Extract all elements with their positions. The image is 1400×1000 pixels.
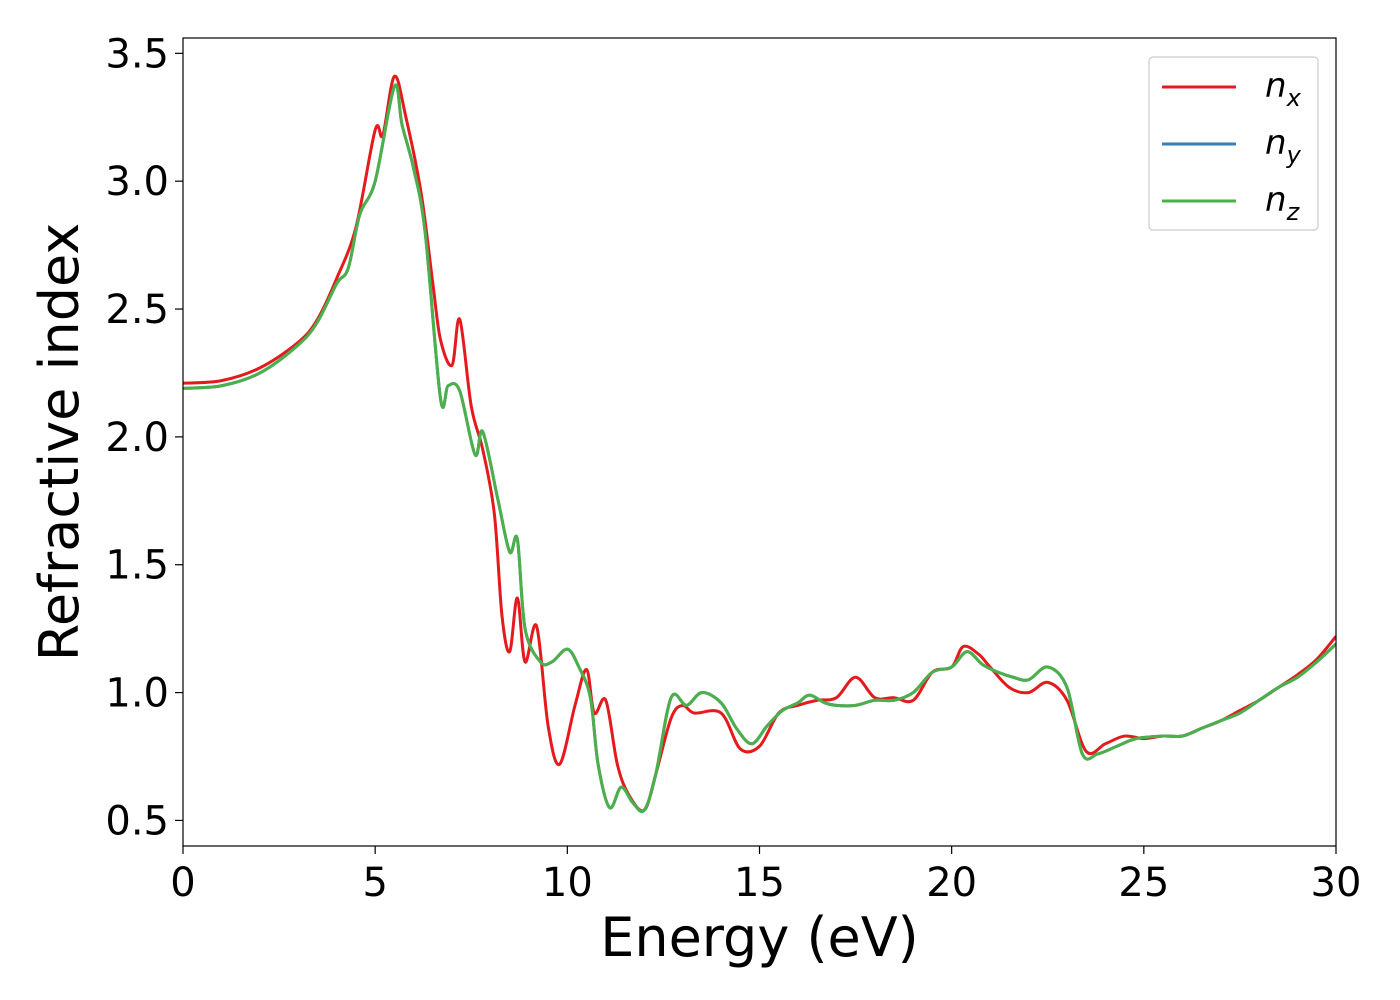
x-tick-label: 30 — [1311, 860, 1362, 906]
x-tick-label: 5 — [362, 860, 387, 906]
x-axis-label: Energy (eV) — [600, 906, 919, 969]
y-tick-label: 3.5 — [105, 31, 169, 77]
y-tick-label: 1.5 — [105, 543, 169, 589]
y-tick-label: 3.0 — [105, 159, 169, 205]
legend-label-z: nz — [1265, 180, 1301, 226]
y-tick-label: 2.5 — [105, 287, 169, 333]
x-tick-label: 0 — [170, 860, 195, 906]
y-tick-label: 2.0 — [105, 415, 169, 461]
x-tick-label: 20 — [926, 860, 977, 906]
x-axis-ticks: 0 5 10 15 20 25 30 — [170, 846, 1361, 906]
y-tick-label: 0.5 — [105, 798, 169, 844]
legend-label-y: ny — [1265, 123, 1302, 169]
x-tick-label: 10 — [542, 860, 593, 906]
y-axis-label: Refractive index — [28, 223, 91, 662]
series-line-n-x — [183, 74, 1336, 813]
y-axis-ticks: 0.5 1.0 1.5 2.0 2.5 3.0 3.5 — [105, 31, 183, 844]
y-tick-label: 1.0 — [105, 671, 169, 717]
legend-label-x: nx — [1265, 66, 1302, 112]
x-tick-label: 15 — [734, 860, 785, 906]
legend: nx ny nz — [1148, 56, 1319, 231]
plot-area — [183, 74, 1336, 814]
series-line-n-z — [183, 83, 1336, 814]
x-tick-label: 25 — [1118, 860, 1169, 906]
